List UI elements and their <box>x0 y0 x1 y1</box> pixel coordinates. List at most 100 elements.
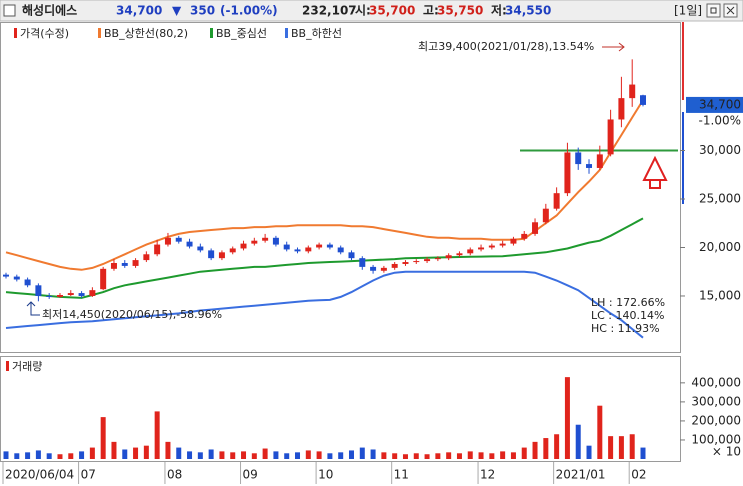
candle-body <box>110 263 117 269</box>
volume-bar <box>370 449 376 459</box>
volume-bar <box>446 452 452 459</box>
y-tick-label: 400,000 <box>691 375 741 389</box>
volume-bar <box>532 441 538 459</box>
volume-bar <box>230 452 236 459</box>
candle-body <box>326 244 333 248</box>
stat-label: LC : 140.14% <box>591 309 664 322</box>
candle-body <box>218 252 225 259</box>
volume-bar <box>122 449 128 459</box>
legend-label: BB_하한선 <box>291 26 342 40</box>
max-annotation: 최고39,400(2021/01/28),13.54% <box>418 40 594 53</box>
high-label: 고: <box>423 4 439 18</box>
volume-bar <box>154 411 160 459</box>
stat-label: HC : 11.93% <box>591 322 660 335</box>
band-line <box>5 217 644 299</box>
volume-bar <box>14 453 20 459</box>
stat-label: LH : 172.66% <box>591 296 665 309</box>
volume-unit: × 10 <box>712 445 741 459</box>
candle-body <box>413 261 420 263</box>
y-tick-label: 20,000 <box>699 240 741 254</box>
candle-body <box>67 293 74 296</box>
candle-body <box>564 152 571 194</box>
y-tick-label: 15,000 <box>699 288 741 302</box>
legend-swatch <box>14 28 17 38</box>
legend-swatch <box>285 28 288 38</box>
x-tick-label: 2021/01 <box>556 468 606 482</box>
x-tick-label: 02 <box>631 468 646 482</box>
volume-bar <box>25 452 31 459</box>
candle-body <box>337 247 344 253</box>
volume: 232,107 <box>302 4 357 18</box>
candle-body <box>542 208 549 223</box>
position-bar-up <box>682 22 684 100</box>
volume-bar <box>187 451 193 459</box>
volume-bar <box>68 453 74 459</box>
candle-body <box>305 247 312 252</box>
volume-bar <box>554 434 560 459</box>
volume-bar <box>435 453 441 459</box>
volume-bar <box>597 405 603 459</box>
high: 35,750 <box>437 4 483 18</box>
current-price-label: 34,700 <box>699 97 741 111</box>
candle-body <box>13 276 20 280</box>
volume-bar <box>100 417 106 459</box>
low-label: 저: <box>491 3 507 18</box>
volume-bar <box>586 445 592 459</box>
current-price-tag <box>686 96 743 113</box>
open-label: 시: <box>355 4 371 18</box>
volume-bar <box>284 453 290 459</box>
maximize-button[interactable] <box>706 3 721 18</box>
candle-body <box>283 244 290 250</box>
candle-body <box>467 249 474 254</box>
change: 350 <box>190 4 215 18</box>
candle-body <box>478 247 485 250</box>
y-tick-label: 100,000 <box>691 432 741 446</box>
price-panel <box>0 22 681 353</box>
volume-bar <box>478 452 484 459</box>
volume-bar <box>262 448 268 459</box>
volume-bar <box>608 436 614 459</box>
candle-body <box>521 233 528 239</box>
volume-bar <box>338 452 344 459</box>
candle-body <box>488 245 495 248</box>
volume-bar <box>618 436 624 459</box>
candle-body <box>499 243 506 246</box>
band-line <box>5 270 644 339</box>
candle-body <box>262 237 269 241</box>
candle-body <box>348 252 355 259</box>
legend-label: BB_상한선(80,2) <box>104 27 188 40</box>
legend-label: BB_중심선 <box>216 27 267 40</box>
volume-bar <box>165 441 171 459</box>
volume-bar <box>381 452 387 459</box>
volume-bar <box>295 452 301 459</box>
candle-body <box>596 154 603 168</box>
marker-arrow <box>642 155 668 189</box>
volume-bar <box>629 434 635 459</box>
candle-body <box>78 293 85 296</box>
x-tick-label: 11 <box>394 468 409 482</box>
volume-bar <box>489 453 495 459</box>
candle-body <box>143 254 150 261</box>
volume-bar <box>46 453 52 459</box>
candle-body <box>197 246 204 251</box>
maximize-icon <box>710 7 717 14</box>
candle-body <box>359 258 366 267</box>
candle-body <box>164 237 171 245</box>
change-arrow: ▼ <box>172 4 182 18</box>
volume-bar <box>208 449 214 459</box>
volume-bar <box>359 447 365 459</box>
close-icon <box>726 6 735 15</box>
candle-body <box>100 268 107 290</box>
checkbox[interactable] <box>3 4 16 17</box>
volume-bar <box>176 447 182 459</box>
candle-body <box>424 259 431 262</box>
candle-body <box>3 274 9 277</box>
candle-body <box>154 244 161 255</box>
period[interactable]: [1일] <box>674 4 702 18</box>
volume-bar <box>510 452 516 459</box>
x-tick-label: 09 <box>243 468 258 482</box>
candle-body <box>240 243 247 249</box>
candle-body <box>456 253 463 256</box>
volume-bar <box>521 447 527 459</box>
